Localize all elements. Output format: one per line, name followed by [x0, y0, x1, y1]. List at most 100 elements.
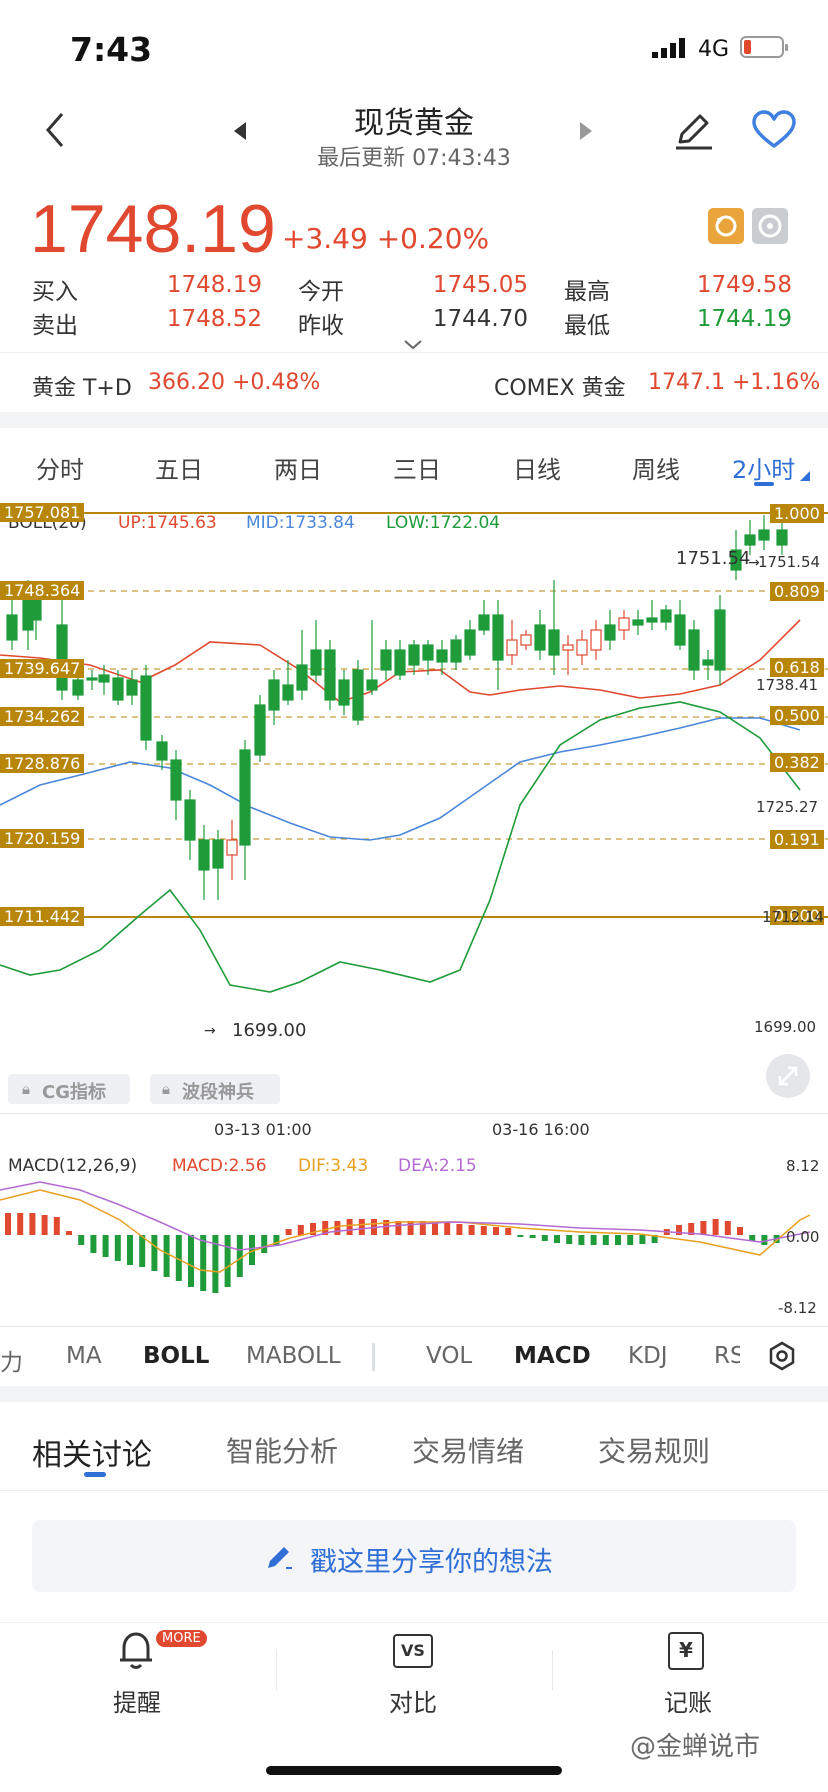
back-icon[interactable] [40, 110, 70, 150]
nav-compare-label[interactable]: 对比 [389, 1689, 437, 1717]
compare-vs-icon[interactable]: VS [393, 1634, 433, 1668]
macd-histogram-bar [29, 1213, 36, 1235]
candle-body [562, 644, 574, 651]
candle-body [730, 549, 742, 571]
indicator-tab-macd[interactable]: MACD [514, 1343, 591, 1369]
axis-label-top: 1751.54 [758, 553, 821, 571]
candle-body [86, 677, 98, 681]
favorite-heart-icon[interactable] [752, 110, 796, 150]
tab-five-day[interactable]: 五日 [155, 456, 203, 484]
candle-body [98, 674, 110, 683]
pencil-icon [264, 1542, 294, 1576]
indicator-tab-maboll[interactable]: MABOLL [246, 1343, 341, 1369]
related-tdgold-name[interactable]: 黄金 T+D [32, 376, 132, 401]
macd-histogram-bar [517, 1235, 524, 1237]
candle-body [436, 649, 448, 663]
tab-smart-analysis[interactable]: 智能分析 [226, 1435, 339, 1468]
macd-histogram-bar [334, 1221, 341, 1235]
macd-histogram-bar [602, 1235, 609, 1245]
discussion-tab-indicator [84, 1472, 106, 1477]
ledger-yen-text: ¥ [679, 1638, 693, 1662]
tab-fenshi[interactable]: 分时 [36, 456, 84, 484]
tab-three-day[interactable]: 三日 [393, 456, 441, 484]
nav-ledger-label[interactable]: 记账 [664, 1689, 712, 1717]
boll-mid: MID:1733.84 [246, 513, 355, 533]
section-gap [0, 412, 828, 428]
macd-histogram-bar [236, 1235, 243, 1277]
macd-histogram-bar [749, 1235, 756, 1241]
axis-label-4: 1712.14 [762, 908, 825, 926]
macd-histogram-bar [615, 1235, 621, 1245]
candle-body [450, 639, 462, 663]
share-input[interactable] [32, 1520, 796, 1592]
prev-instrument-icon[interactable] [232, 120, 248, 146]
macd-histogram-bar [529, 1235, 536, 1238]
macd-histogram-bar [175, 1235, 182, 1281]
candlestick-chart[interactable] [0, 500, 828, 1320]
candle-body [184, 799, 196, 841]
macd-axis-top: 8.12 [786, 1157, 820, 1175]
home-indicator [266, 1766, 562, 1775]
candle-body [478, 614, 490, 631]
macd-histogram-bar [261, 1235, 268, 1253]
tab-weekly[interactable]: 周线 [632, 456, 680, 484]
date-label-2: 03-16 16:00 [492, 1120, 590, 1139]
related-tdgold-value[interactable]: 366.20 +0.48% [148, 370, 321, 395]
macd-histogram-bar [17, 1213, 24, 1235]
indicator-tab-li[interactable]: 力 [0, 1350, 23, 1376]
cg-indicator-badge[interactable]: 🔒︎ CG指标 [8, 1074, 130, 1104]
next-instrument-icon[interactable] [578, 120, 594, 146]
candle-body [776, 529, 788, 546]
indicator-tab-ma[interactable]: MA [66, 1343, 102, 1369]
candle-body [534, 624, 546, 651]
related-comex-value[interactable]: 1747.1 +1.16% [648, 370, 821, 395]
edit-icon[interactable] [672, 108, 716, 152]
min-price-marker: 1699.00 [232, 1020, 307, 1041]
tab-dropdown-icon[interactable] [800, 466, 810, 485]
fib-ratio-618: 0.618 [770, 658, 824, 677]
indicator-tab-rsi[interactable]: RS [714, 1343, 740, 1369]
fullscreen-icon[interactable] [766, 1054, 810, 1098]
macd-histogram-bar [724, 1221, 731, 1235]
tab-two-day[interactable]: 两日 [274, 456, 322, 484]
candle-body [464, 629, 476, 656]
indicator-tab-vol[interactable]: VOL [426, 1343, 473, 1369]
refresh-icon[interactable] [708, 208, 744, 244]
macd-title: MACD(12,26,9) [8, 1156, 138, 1176]
macd-histogram-bar [273, 1235, 280, 1245]
alert-bell-icon[interactable] [116, 1628, 156, 1672]
ledger-icon[interactable]: ¥ [668, 1632, 704, 1670]
tab-discussion[interactable]: 相关讨论 [32, 1438, 152, 1473]
macd-histogram-bar [114, 1235, 121, 1261]
candle-body [310, 649, 322, 676]
fib-ratio-382: 0.382 [770, 753, 824, 772]
indicator-tab-boll[interactable]: BOLL [143, 1343, 210, 1369]
share-placeholder[interactable]: 戳这里分享你的想法 [310, 1547, 553, 1578]
high-value: 1749.58 [696, 272, 792, 298]
tab-trade-sentiment[interactable]: 交易情绪 [412, 1435, 525, 1468]
lock-icon: 🔒︎ [22, 1080, 30, 1098]
macd-histogram-bar [590, 1235, 597, 1245]
macd-histogram-bar [285, 1229, 292, 1235]
band-soldier-badge[interactable]: 🔒︎ 波段神兵 [150, 1074, 280, 1104]
expand-chevron-icon[interactable] [403, 336, 423, 355]
candle-body [254, 704, 266, 756]
tab-daily[interactable]: 日线 [513, 456, 561, 484]
macd-histogram-bar [456, 1224, 463, 1235]
tab-two-hour[interactable]: 2小时 [732, 456, 796, 484]
tab-trade-rules[interactable]: 交易规则 [598, 1435, 711, 1468]
macd-histogram-bar [66, 1231, 72, 1235]
dea-value: DEA:2.15 [398, 1156, 477, 1176]
candle-body [6, 614, 18, 641]
macd-histogram-bar [224, 1235, 231, 1287]
nav-alert-label[interactable]: 提醒 [113, 1689, 161, 1717]
indicator-settings-icon[interactable] [766, 1340, 798, 1376]
macd-histogram-bar [761, 1235, 768, 1245]
indicator-separator [372, 1343, 375, 1371]
candle-body [239, 749, 251, 846]
related-comex-name[interactable]: COMEX 黄金 [494, 376, 626, 401]
macd-axis-zero: 0.00 [786, 1228, 820, 1246]
settings-badge-icon[interactable] [752, 208, 788, 244]
indicator-tab-kdj[interactable]: KDJ [628, 1343, 668, 1369]
candle-body [282, 684, 294, 701]
